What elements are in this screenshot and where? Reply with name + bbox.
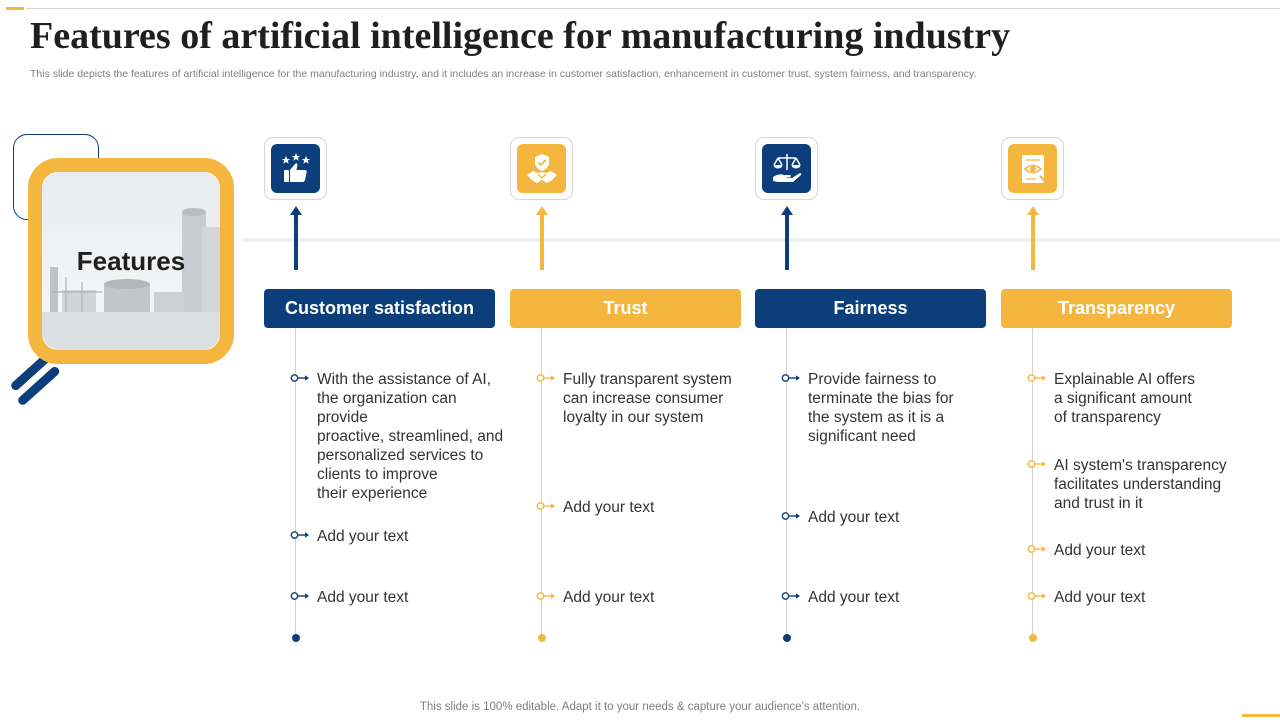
- heading-transparency: Transparency: [1001, 289, 1232, 328]
- item-text: Add your text: [808, 589, 900, 606]
- heading-fairness: Fairness: [755, 289, 986, 328]
- item-text: Add your text: [808, 509, 900, 526]
- thumbs-up-stars-icon: [271, 144, 320, 193]
- icon-frame: [1001, 137, 1064, 200]
- scale-hand-icon: [762, 144, 811, 193]
- bullet-connector-icon: [536, 374, 555, 382]
- bottom-accent-bar: [1242, 714, 1280, 717]
- bullet-connector-icon: [290, 374, 309, 382]
- feature-column-fairness: Fairness Provide fairness to terminate t…: [755, 0, 995, 720]
- item-text: Explainable AI offers a significant amou…: [1054, 371, 1196, 426]
- item-text: With the assistance of AI, the organizat…: [317, 371, 504, 502]
- item-text: Add your text: [317, 589, 409, 606]
- document-eye-icon: [1008, 144, 1057, 193]
- item-text: Add your text: [1054, 542, 1146, 559]
- column-guide-line: [295, 323, 296, 638]
- column-end-dot: [1029, 634, 1037, 642]
- heading-trust: Trust: [510, 289, 741, 328]
- bullet-connector-icon: [536, 592, 555, 600]
- bullet-connector-icon: [290, 592, 309, 600]
- feature-column-trust: Trust Fully transparent system can incre…: [510, 0, 750, 720]
- column-end-dot: [292, 634, 300, 642]
- item-text: Add your text: [563, 589, 655, 606]
- bullet-connector-icon: [781, 512, 800, 520]
- slide-subtitle: This slide depicts the features of artif…: [30, 68, 977, 80]
- timeline-band: [243, 238, 1280, 242]
- column-guide-line: [1032, 323, 1033, 638]
- column-guide-line: [541, 323, 542, 638]
- bullet-connector-icon: [1027, 592, 1046, 600]
- up-arrow: [536, 206, 548, 270]
- feature-column-transparency: Transparency Explainable AI offers a sig…: [1001, 0, 1241, 720]
- item-text: Add your text: [563, 499, 655, 516]
- item-text: Fully transparent system can increase co…: [563, 371, 732, 426]
- bullet-connector-icon: [290, 531, 309, 539]
- handshake-shield-icon: [517, 144, 566, 193]
- bullet-connector-icon: [536, 502, 555, 510]
- bullet-connector-icon: [781, 592, 800, 600]
- column-guide-line: [786, 323, 787, 638]
- column-end-dot: [538, 634, 546, 642]
- icon-frame: [755, 137, 818, 200]
- item-text: Provide fairness to terminate the bias f…: [808, 371, 954, 445]
- feature-column-customer-satisfaction: Customer satisfaction With the assistanc…: [264, 0, 504, 720]
- slide-title: Features of artificial intelligence for …: [30, 15, 1011, 57]
- icon-frame: [264, 137, 327, 200]
- up-arrow: [1027, 206, 1039, 270]
- up-arrow: [290, 206, 302, 270]
- heading-customer-satisfaction: Customer satisfaction: [264, 289, 495, 328]
- item-text: AI system's transparency facilitates und…: [1054, 457, 1227, 512]
- features-label: Features: [76, 246, 186, 276]
- bullet-connector-icon: [781, 374, 800, 382]
- up-arrow: [781, 206, 793, 270]
- item-text: Add your text: [317, 528, 409, 545]
- bullet-connector-icon: [1027, 374, 1046, 382]
- icon-frame: [510, 137, 573, 200]
- bullet-connector-icon: [1027, 545, 1046, 553]
- footer-note: This slide is 100% editable. Adapt it to…: [419, 701, 861, 713]
- top-accent-bar: [6, 7, 24, 10]
- bullet-connector-icon: [1027, 460, 1046, 468]
- factory-image: Features: [42, 172, 220, 350]
- column-end-dot: [783, 634, 791, 642]
- top-rule: [26, 8, 1280, 9]
- factory-illustration: [42, 172, 220, 350]
- item-text: Add your text: [1054, 589, 1146, 606]
